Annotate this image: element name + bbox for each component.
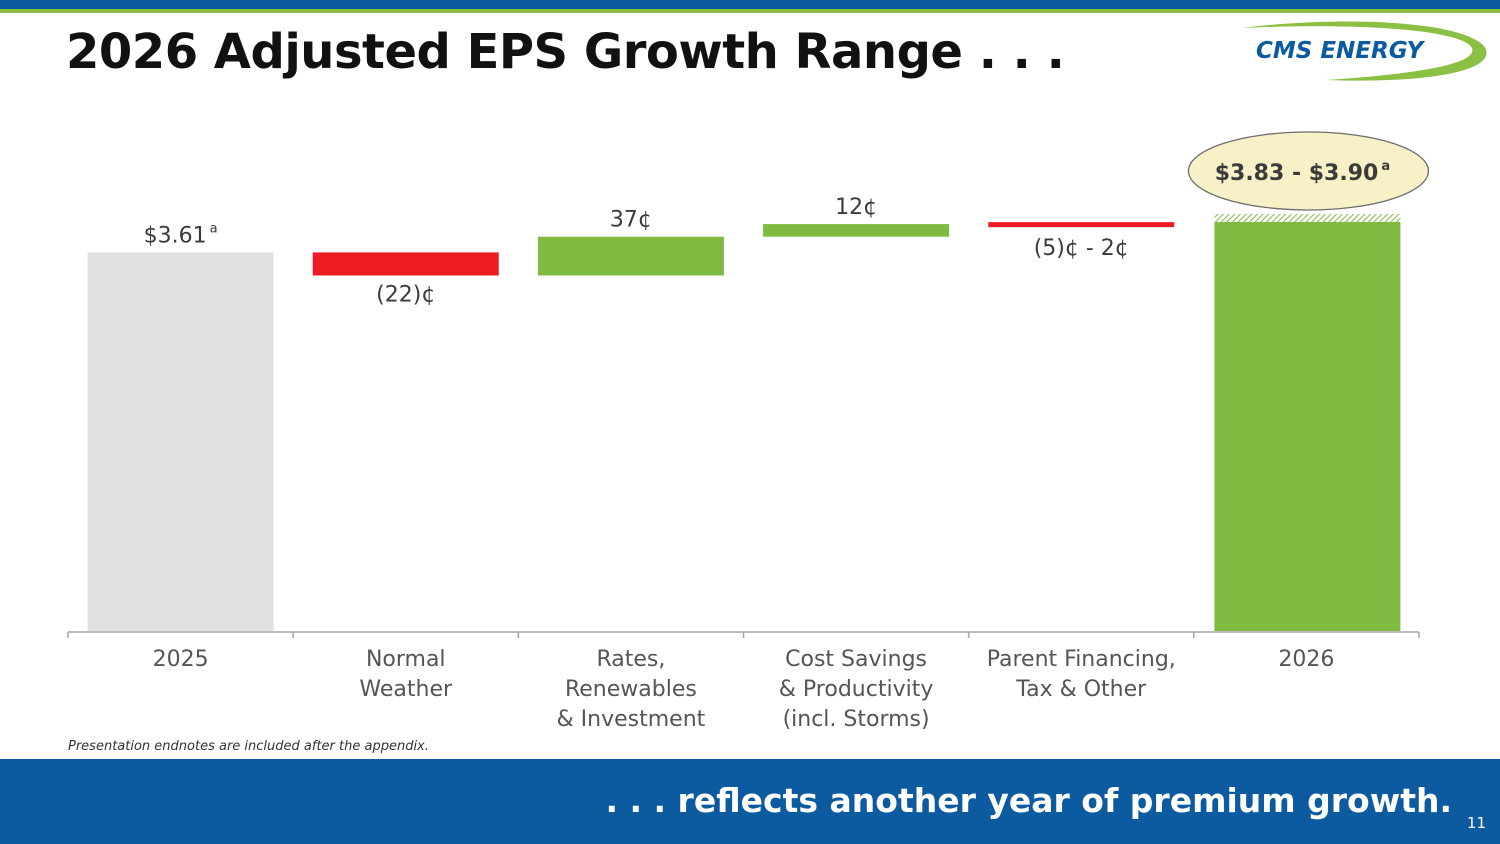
category-label: 2026 bbox=[1278, 647, 1334, 672]
category-label: Rates, Renewables & Investment bbox=[557, 647, 706, 732]
value-label: 12¢ bbox=[835, 195, 877, 220]
bar-2026-range-hatch bbox=[1214, 214, 1401, 222]
page-number: 11 bbox=[1466, 814, 1486, 832]
tagline: . . . reflects another year of premium g… bbox=[605, 781, 1452, 820]
value-label-2025: $3.61 a bbox=[144, 221, 218, 248]
bar-2025-total bbox=[87, 252, 274, 631]
cms-energy-logo: CMS ENERGY bbox=[1242, 21, 1487, 81]
callout-ellipse bbox=[1187, 131, 1430, 211]
logo-text: CMS ENERGY bbox=[1256, 38, 1426, 64]
value-label-range: (5)¢ - 2¢ bbox=[1034, 236, 1129, 261]
label-layer: $3.61 a 2025 (22)¢ Normal Weather 37¢ Rates, Ren… bbox=[144, 131, 1430, 732]
category-label: Normal Weather bbox=[359, 647, 453, 702]
category-label: Cost Savings & Productivity (incl. Storms) bbox=[779, 647, 934, 732]
top-accent-line bbox=[0, 9, 1500, 13]
x-axis bbox=[67, 631, 1420, 638]
endnote: Presentation endnotes are included after… bbox=[68, 739, 429, 754]
page-title: 2026 Adjusted EPS Growth Range . . . bbox=[66, 24, 1065, 80]
value-label: 37¢ bbox=[610, 208, 652, 233]
category-label: 2025 bbox=[153, 647, 209, 672]
bar-increase bbox=[537, 236, 724, 276]
bar-decrease bbox=[312, 252, 499, 276]
bar-increase bbox=[763, 224, 950, 237]
bar-range-marker bbox=[988, 222, 1175, 228]
bar-2026-total bbox=[1214, 222, 1401, 631]
value-label: (22)¢ bbox=[376, 282, 435, 307]
eps-waterfall-chart: $3.61 a 2025 (22)¢ Normal Weather 37¢ Rates, Ren… bbox=[67, 131, 1430, 732]
category-label: Parent Financing, Tax & Other bbox=[987, 647, 1176, 702]
footer-bar: . . . reflects another year of premium g… bbox=[0, 759, 1500, 844]
bar-layer bbox=[87, 214, 1401, 631]
callout-value-label: $3.83 - $3.90 a bbox=[1215, 159, 1390, 186]
top-accent-bar bbox=[0, 0, 1500, 9]
